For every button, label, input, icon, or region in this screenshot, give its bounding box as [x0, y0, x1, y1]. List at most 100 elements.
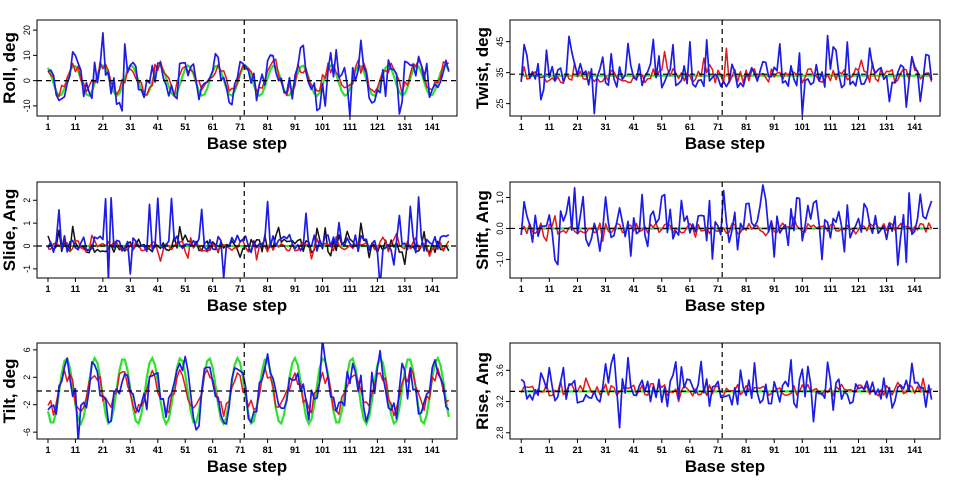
- x-axis-label: Base step: [685, 457, 765, 476]
- y-tick-label: 6: [22, 347, 32, 352]
- x-tick-label: 81: [741, 445, 751, 455]
- x-tick-label: 61: [208, 284, 218, 294]
- plot-area: [37, 343, 457, 439]
- y-tick-label: 2.8: [495, 426, 505, 439]
- x-tick-label: 41: [153, 284, 163, 294]
- x-tick-label: 121: [370, 122, 385, 132]
- x-tick-label: 41: [153, 122, 163, 132]
- panel-rise: 1 11 21 31 41 51 61 71 81 91 101 111 121 131 1412.83.2…: [473, 342, 941, 476]
- x-tick-label: 61: [685, 122, 695, 132]
- x-tick-label: 101: [795, 122, 810, 132]
- series-line-blue: [520, 34, 933, 116]
- x-tick-label: 131: [397, 122, 412, 132]
- x-tick-label: 101: [315, 284, 330, 294]
- x-axis-label: Base step: [207, 457, 287, 476]
- y-axis-label: Rise, Ang: [473, 352, 492, 430]
- plot-area: [37, 182, 457, 278]
- x-tick-label: 81: [741, 122, 751, 132]
- series-line-blue: [47, 32, 450, 116]
- x-tick-label: 51: [657, 122, 667, 132]
- x-tick-label: 71: [713, 445, 723, 455]
- x-tick-label: 91: [769, 445, 779, 455]
- x-tick-label: 41: [629, 122, 639, 132]
- x-tick-label: 121: [851, 122, 866, 132]
- x-tick-label: 111: [343, 284, 357, 294]
- series-line-red: [520, 215, 933, 242]
- x-tick-label: 91: [290, 122, 300, 132]
- x-tick-label: 11: [71, 284, 81, 294]
- x-tick-label: 81: [263, 122, 273, 132]
- x-tick-label: 21: [98, 445, 108, 455]
- x-tick-label: 11: [545, 122, 555, 132]
- x-tick-label: 21: [572, 284, 582, 294]
- x-tick-label: 61: [208, 122, 218, 132]
- x-tick-label: 141: [907, 284, 922, 294]
- x-tick-label: 91: [769, 122, 779, 132]
- y-tick-label: 35: [495, 68, 505, 78]
- x-tick-label: 81: [741, 284, 751, 294]
- x-tick-label: 71: [235, 122, 245, 132]
- y-axis-label: Roll, deg: [0, 32, 19, 104]
- x-tick-label: 111: [343, 122, 357, 132]
- series-line-red: [47, 366, 450, 418]
- y-axis-label: Tilt, deg: [0, 359, 19, 424]
- x-tick-label: 71: [713, 284, 723, 294]
- x-tick-label: 31: [601, 122, 611, 132]
- plot-area: [510, 182, 940, 278]
- x-tick-label: 1: [45, 445, 50, 455]
- y-tick-label: 10: [22, 50, 32, 60]
- x-tick-label: 111: [343, 445, 357, 455]
- x-tick-label: 111: [823, 284, 837, 294]
- x-tick-label: 11: [545, 284, 555, 294]
- x-tick-label: 141: [907, 122, 922, 132]
- x-tick-label: 141: [425, 284, 440, 294]
- y-tick-label: 3.2: [495, 395, 505, 408]
- x-tick-label: 141: [907, 445, 922, 455]
- x-tick-label: 101: [315, 122, 330, 132]
- series-line-blue: [47, 343, 450, 439]
- x-tick-label: 81: [263, 445, 273, 455]
- x-tick-label: 111: [823, 122, 837, 132]
- plot-frame: [509, 181, 941, 279]
- x-tick-label: 51: [180, 122, 190, 132]
- x-tick-label: 131: [879, 445, 894, 455]
- x-tick-label: 1: [519, 445, 524, 455]
- plot-frame: [36, 342, 458, 440]
- x-axis-label: Base step: [685, 134, 765, 153]
- y-tick-label: 1: [22, 221, 32, 226]
- x-tick-label: 51: [657, 445, 667, 455]
- y-tick-label: 0: [22, 243, 32, 248]
- y-axis-label: Slide, Ang: [0, 189, 19, 272]
- x-tick-label: 21: [98, 284, 108, 294]
- plot-area: [510, 343, 940, 439]
- x-tick-label: 31: [601, 445, 611, 455]
- x-tick-label: 131: [397, 284, 412, 294]
- x-tick-label: 141: [425, 122, 440, 132]
- panel-slide: 1 11 21 31 41 51 61 71 81 91 101 111 121 131 141-1012B…: [0, 181, 458, 315]
- x-tick-label: 51: [180, 284, 190, 294]
- panel-shift: 1 11 21 31 41 51 61 71 81 91 101 111 121 131 141-1.00.…: [473, 181, 941, 315]
- x-tick-label: 131: [397, 445, 412, 455]
- y-tick-label: 1.0: [495, 191, 505, 204]
- y-tick-label: 0.0: [495, 222, 505, 235]
- x-tick-label: 31: [125, 122, 135, 132]
- y-tick-label: -6: [22, 428, 32, 436]
- x-tick-label: 121: [370, 445, 385, 455]
- x-tick-label: 71: [235, 445, 245, 455]
- x-tick-label: 1: [519, 284, 524, 294]
- panel-roll: 1 11 21 31 41 51 61 71 81 91 101 111 121 131 141-10010…: [0, 19, 458, 153]
- y-tick-label: -10: [22, 99, 32, 112]
- x-tick-label: 131: [879, 284, 894, 294]
- y-tick-label: 2: [22, 375, 32, 380]
- y-axis-label: Shift, Ang: [473, 190, 492, 270]
- x-tick-label: 11: [545, 445, 555, 455]
- x-tick-label: 141: [425, 445, 440, 455]
- y-tick-label: -1: [22, 265, 32, 273]
- x-tick-label: 111: [823, 445, 837, 455]
- x-tick-label: 71: [713, 122, 723, 132]
- x-tick-label: 101: [795, 284, 810, 294]
- x-tick-label: 101: [315, 445, 330, 455]
- x-tick-label: 31: [125, 284, 135, 294]
- plot-area: [510, 20, 940, 116]
- x-tick-label: 11: [71, 445, 81, 455]
